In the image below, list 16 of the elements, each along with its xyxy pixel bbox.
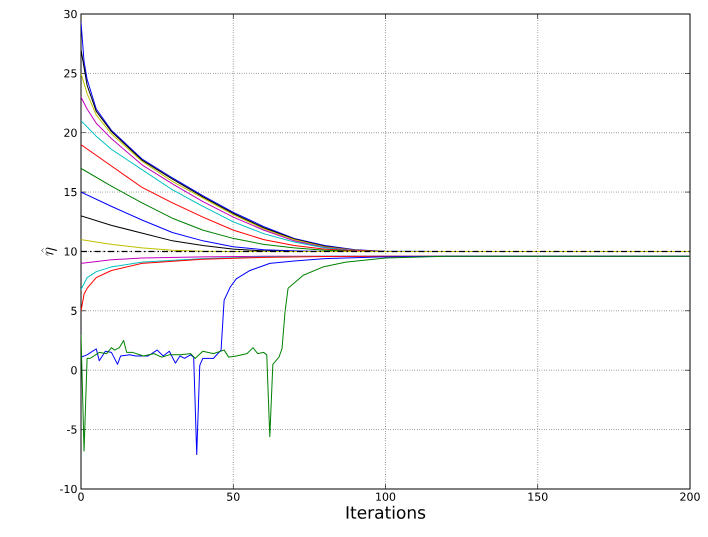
x-tick-label: 200 (680, 492, 700, 501)
y-tick-label: 30 (64, 10, 77, 18)
x-tick-label: 0 (78, 492, 84, 501)
x-axis-title: Iterations (346, 506, 426, 519)
y-tick-label: 25 (64, 69, 77, 78)
y-tick-label: 20 (64, 128, 77, 137)
x-tick-label: 50 (227, 492, 240, 501)
x-tick-label: 100 (376, 492, 396, 501)
y-tick-label: 10 (64, 247, 77, 256)
y-tick-label: -5 (67, 426, 77, 434)
x-tick-label: 150 (528, 492, 548, 501)
y-tick-label: -10 (60, 484, 77, 494)
y-axis-title: $\hat{\eta}$ (41, 248, 57, 256)
y-tick-label: 0 (71, 366, 77, 374)
y-tick-label: 5 (71, 306, 77, 315)
y-tick-label: 15 (64, 188, 77, 196)
